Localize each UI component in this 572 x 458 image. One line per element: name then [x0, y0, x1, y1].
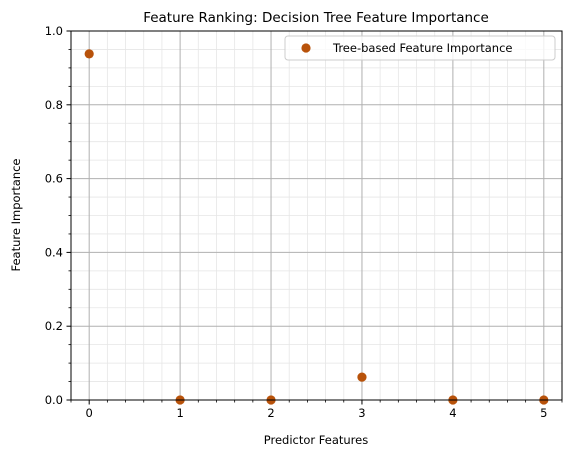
y-tick-label: 1.0 — [45, 24, 63, 38]
x-tick-label: 4 — [449, 406, 456, 420]
x-tick-label: 3 — [358, 406, 365, 420]
x-tick-label: 5 — [540, 406, 547, 420]
x-tick-label: 2 — [267, 406, 274, 420]
legend-marker — [301, 43, 310, 52]
y-tick-label: 0.2 — [45, 319, 63, 333]
data-points — [85, 49, 549, 404]
data-point — [85, 49, 94, 58]
minor-grid — [71, 31, 562, 400]
axis-ticks: 0 1 2 3 4 5 0.0 0.2 0.4 0.6 0.8 1.0 — [45, 24, 562, 420]
legend-entry-label: Tree-based Feature Importance — [332, 41, 513, 55]
y-tick-label: 0.6 — [45, 172, 63, 186]
x-tick-label: 0 — [86, 406, 93, 420]
data-point — [357, 373, 366, 382]
legend: Tree-based Feature Importance — [285, 36, 555, 60]
x-axis-label: Predictor Features — [264, 433, 368, 447]
y-tick-label: 0.8 — [45, 98, 63, 112]
y-axis-label: Feature Importance — [9, 158, 23, 271]
chart-title: Feature Ranking: Decision Tree Feature I… — [143, 10, 489, 26]
x-tick-label: 1 — [176, 406, 183, 420]
y-tick-label: 0.4 — [45, 245, 63, 259]
y-tick-label: 0.0 — [45, 393, 63, 407]
